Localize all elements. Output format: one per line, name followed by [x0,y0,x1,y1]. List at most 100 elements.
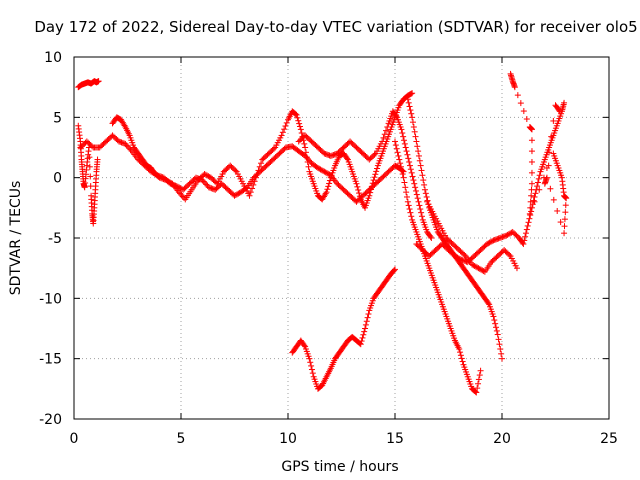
data-point [401,179,408,186]
data-point [555,107,562,114]
data-point [406,158,413,165]
data-point [503,232,510,239]
data-point [400,137,407,144]
x-tick-label: 5 [177,431,186,447]
data-point [405,202,412,209]
data-point [562,209,569,216]
data-point [126,145,133,152]
data-point [401,140,408,147]
data-point [534,183,541,190]
data-point [202,171,209,178]
data-point [235,190,242,197]
data-point [528,137,535,144]
data-point [249,185,256,192]
data-point [246,192,253,199]
data-point [392,142,399,149]
data-point [489,238,496,245]
data-point [374,165,381,172]
data-point [306,355,313,362]
data-point [205,173,212,180]
data-point [297,126,304,133]
data-point [453,253,460,260]
data-point [383,127,390,134]
data-point [368,183,375,190]
data-point [398,167,405,174]
data-point [428,235,435,241]
data-point [166,179,173,186]
data-point [476,265,483,272]
data-point [528,158,535,165]
data-point [562,202,569,209]
data-point [415,152,422,159]
data-point [486,239,493,246]
x-tick-label: 20 [493,431,511,447]
data-point [281,126,288,133]
data-point [258,160,265,167]
data-point [177,190,184,197]
data-point [163,177,170,184]
data-point [536,172,543,179]
data-point [232,167,239,174]
data-point [250,181,257,188]
y-tick-label: 10 [44,50,62,66]
data-point [369,180,376,187]
data-point [506,251,513,258]
data-point [298,130,305,137]
y-tick-label: -5 [48,231,62,247]
data-point [410,177,417,184]
data-point [531,198,538,205]
data-point [391,267,398,274]
data-point [521,237,528,244]
data-point [536,186,543,193]
data-point [490,313,497,320]
data-point [201,171,208,178]
data-point [457,349,464,356]
data-point [496,341,503,348]
data-point [418,209,425,216]
data-point [203,181,210,188]
y-tick-label: 0 [53,171,62,187]
data-point [88,143,95,150]
data-point [394,149,401,156]
data-point [495,336,502,343]
data-point [403,189,410,196]
x-tick-label: 15 [386,431,404,447]
grid-lines [74,57,609,419]
data-point [475,265,482,272]
data-point [362,325,369,332]
data-point [278,132,285,139]
chart-title: Day 172 of 2022, Sidereal Day-to-day VTE… [34,18,637,36]
data-point [308,362,315,369]
data-point [422,190,429,197]
data-point [522,233,529,240]
data-point [411,128,418,135]
data-point [561,223,568,230]
data-point [373,168,380,175]
data-point [200,178,207,185]
data-point [561,230,568,237]
data-point [404,151,411,158]
data-point [404,96,411,103]
data-point [511,84,518,91]
data-point [256,163,263,170]
data-point [204,172,211,179]
data-point [323,189,330,196]
data-point [407,166,414,173]
data-point [485,240,492,247]
data-point [232,192,239,199]
data-point [547,185,554,192]
data-point [86,163,93,170]
data-point [561,216,568,223]
data-point [314,165,321,172]
y-tick-label: -15 [39,352,62,368]
data-point [409,90,416,97]
data-point [520,241,527,248]
data-point [530,197,537,204]
data-point [127,146,134,153]
data-point [504,231,511,238]
data-point [472,388,479,395]
data-point [522,230,529,237]
data-point [323,170,330,177]
data-point [497,346,504,353]
data-point [279,129,286,136]
